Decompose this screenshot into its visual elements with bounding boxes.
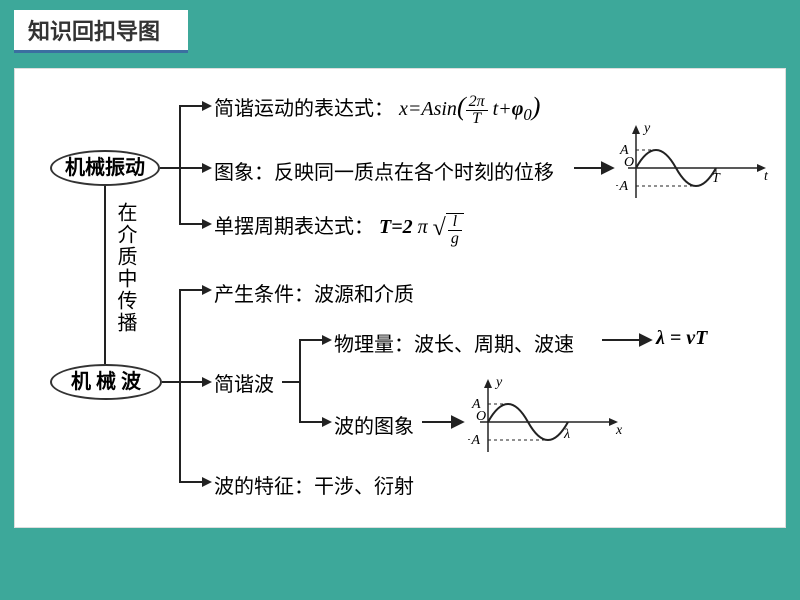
g2-O: O	[476, 409, 486, 424]
g2-y: y	[494, 375, 503, 390]
title-box: 知识回扣导图	[14, 10, 188, 53]
g1-T: T	[712, 171, 721, 186]
page-title: 知识回扣导图	[28, 19, 160, 44]
g2-x: x	[615, 423, 623, 438]
g2-nA: −A	[468, 433, 480, 448]
diagram-area: 机械振动 机 械 波 在介质中传播 简谐运动的表达式： x=Asin(2πT t…	[14, 68, 786, 528]
g1-x: t	[764, 169, 769, 184]
graph-time: y t A −A O T	[616, 120, 776, 210]
g2-L: λ	[563, 427, 570, 442]
g1-y: y	[642, 121, 651, 136]
g1-nA: −A	[616, 179, 628, 194]
graph-space: y x A −A O λ	[468, 374, 628, 464]
g1-O: O	[624, 155, 634, 170]
